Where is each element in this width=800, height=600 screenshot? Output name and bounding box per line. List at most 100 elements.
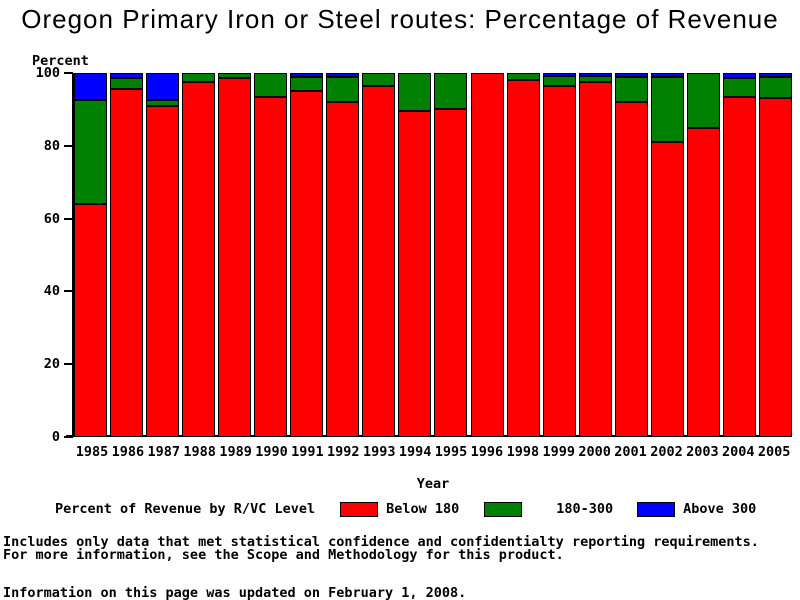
bar-segment-180-300: [722, 78, 756, 97]
x-tick-label: 2001: [614, 444, 647, 460]
y-tick-label: 40: [43, 283, 60, 300]
bar-1987: [146, 73, 180, 437]
bar-segment-below-180: [614, 102, 648, 437]
bar-segment-above-300: [542, 73, 576, 76]
bar-segment-below-180: [506, 80, 540, 437]
x-tick-label: 1986: [111, 444, 145, 460]
bar-1998: [506, 73, 540, 437]
x-tick-label: 1999: [542, 444, 575, 460]
legend-label-180-300: 180-300: [556, 501, 614, 517]
bar-1985: [74, 73, 107, 437]
bar-segment-below-180: [542, 85, 576, 437]
bar-segment-below-180: [74, 204, 107, 437]
bar-segment-180-300: [110, 78, 144, 90]
bar-1990: [254, 73, 288, 437]
bar-segment-180-300: [290, 76, 324, 92]
bar-segment-below-180: [650, 142, 684, 437]
x-tick-label: 1994: [398, 444, 432, 460]
bar-2004: [722, 73, 756, 437]
bar-segment-180-300: [686, 73, 720, 128]
bar-2002: [650, 73, 684, 437]
y-tick-mark: [64, 290, 73, 293]
x-tick-label: 1992: [327, 444, 360, 460]
x-tick-label: 1996: [470, 444, 504, 460]
bar-segment-below-180: [470, 73, 504, 437]
legend-swatch-above-300: [637, 501, 676, 517]
x-tick-label: 1991: [291, 444, 324, 460]
legend-label-below-180: Below 180: [386, 501, 460, 517]
legend-swatch-180-300: [484, 501, 523, 517]
bar-1986: [110, 73, 144, 437]
x-tick-label: 1995: [434, 444, 468, 460]
x-tick-label: 1993: [362, 444, 396, 460]
bar-segment-below-180: [398, 111, 432, 437]
bar-segment-180-300: [578, 75, 612, 83]
x-tick-label: 2004: [722, 444, 755, 460]
bar-segment-180-300: [182, 73, 216, 83]
bar-1992: [326, 73, 360, 437]
bar-segment-below-180: [686, 127, 720, 437]
bar-2000: [578, 73, 612, 437]
y-axis: 0 20 40 60 80 100: [0, 65, 74, 445]
bar-segment-180-300: [326, 76, 360, 103]
bar-segment-below-180: [362, 85, 396, 437]
bar-segment-180-300: [434, 73, 468, 110]
x-tick-label: 1987: [147, 444, 181, 460]
x-tick-label: 1989: [219, 444, 252, 460]
bar-segment-180-300: [74, 100, 107, 205]
updated-note: Information on this page was updated on …: [3, 585, 467, 600]
footnotes: Includes only data that met statistical …: [3, 535, 759, 563]
y-tick-mark: [64, 217, 73, 220]
bar-segment-below-180: [290, 91, 324, 437]
bar-segment-below-180: [182, 82, 216, 437]
bar-segment-above-300: [578, 73, 612, 76]
bar-segment-below-180: [254, 96, 288, 437]
y-axis-title: Percent: [32, 53, 89, 69]
legend: Percent of Revenue by R/VC Level Below 1…: [55, 501, 756, 517]
x-tick-label: 2003: [686, 444, 719, 460]
legend-label-above-300: Above 300: [683, 501, 757, 517]
bar-segment-above-300: [614, 73, 648, 77]
bar-segment-180-300: [218, 73, 252, 79]
bar-segment-below-180: [146, 105, 180, 437]
bar-segment-above-300: [146, 73, 180, 101]
footnote-line-2: For more information, see the Scope and …: [3, 547, 564, 563]
bar-segment-below-180: [110, 89, 144, 437]
bar-segment-180-300: [542, 75, 576, 86]
x-tick-label: 2002: [650, 444, 683, 460]
bar-1989: [218, 73, 252, 437]
bar-group: [74, 73, 792, 437]
x-tick-label: 1990: [255, 444, 288, 460]
y-tick-label: 0: [51, 429, 60, 445]
bar-segment-below-180: [434, 109, 468, 437]
bar-segment-above-300: [290, 73, 324, 77]
bar-2005: [758, 73, 792, 437]
bar-segment-180-300: [362, 73, 396, 86]
y-tick-label: 100: [35, 65, 60, 81]
bar-1995: [434, 73, 468, 437]
y-tick-mark: [64, 436, 73, 438]
bar-segment-180-300: [758, 76, 792, 99]
bar-segment-180-300: [398, 73, 432, 112]
x-tick-label: 1985: [75, 444, 109, 460]
y-tick-mark: [64, 363, 73, 366]
x-tick-label: 1988: [183, 444, 216, 460]
bar-segment-above-300: [110, 73, 144, 79]
bar-2003: [686, 73, 720, 437]
legend-title: Percent of Revenue by R/VC Level: [55, 501, 316, 517]
y-tick-label: 80: [43, 137, 60, 154]
bar-segment-below-180: [758, 98, 792, 437]
bar-1999: [542, 73, 576, 437]
legend-swatch-below-180: [340, 501, 379, 517]
y-axis-line: [72, 73, 74, 437]
bar-2001: [614, 73, 648, 437]
bar-segment-above-300: [722, 73, 756, 79]
x-axis-tick-labels: 1985 1986 1987 1988 1989 1990 1991 1992 1993 1994…: [74, 444, 792, 460]
x-tick-label: 1998: [506, 444, 540, 460]
x-axis-title: Year: [416, 476, 450, 492]
y-tick-label: 20: [43, 356, 60, 373]
y-tick-label: 60: [43, 210, 60, 227]
bar-segment-180-300: [650, 76, 684, 143]
bar-segment-180-300: [506, 73, 540, 81]
